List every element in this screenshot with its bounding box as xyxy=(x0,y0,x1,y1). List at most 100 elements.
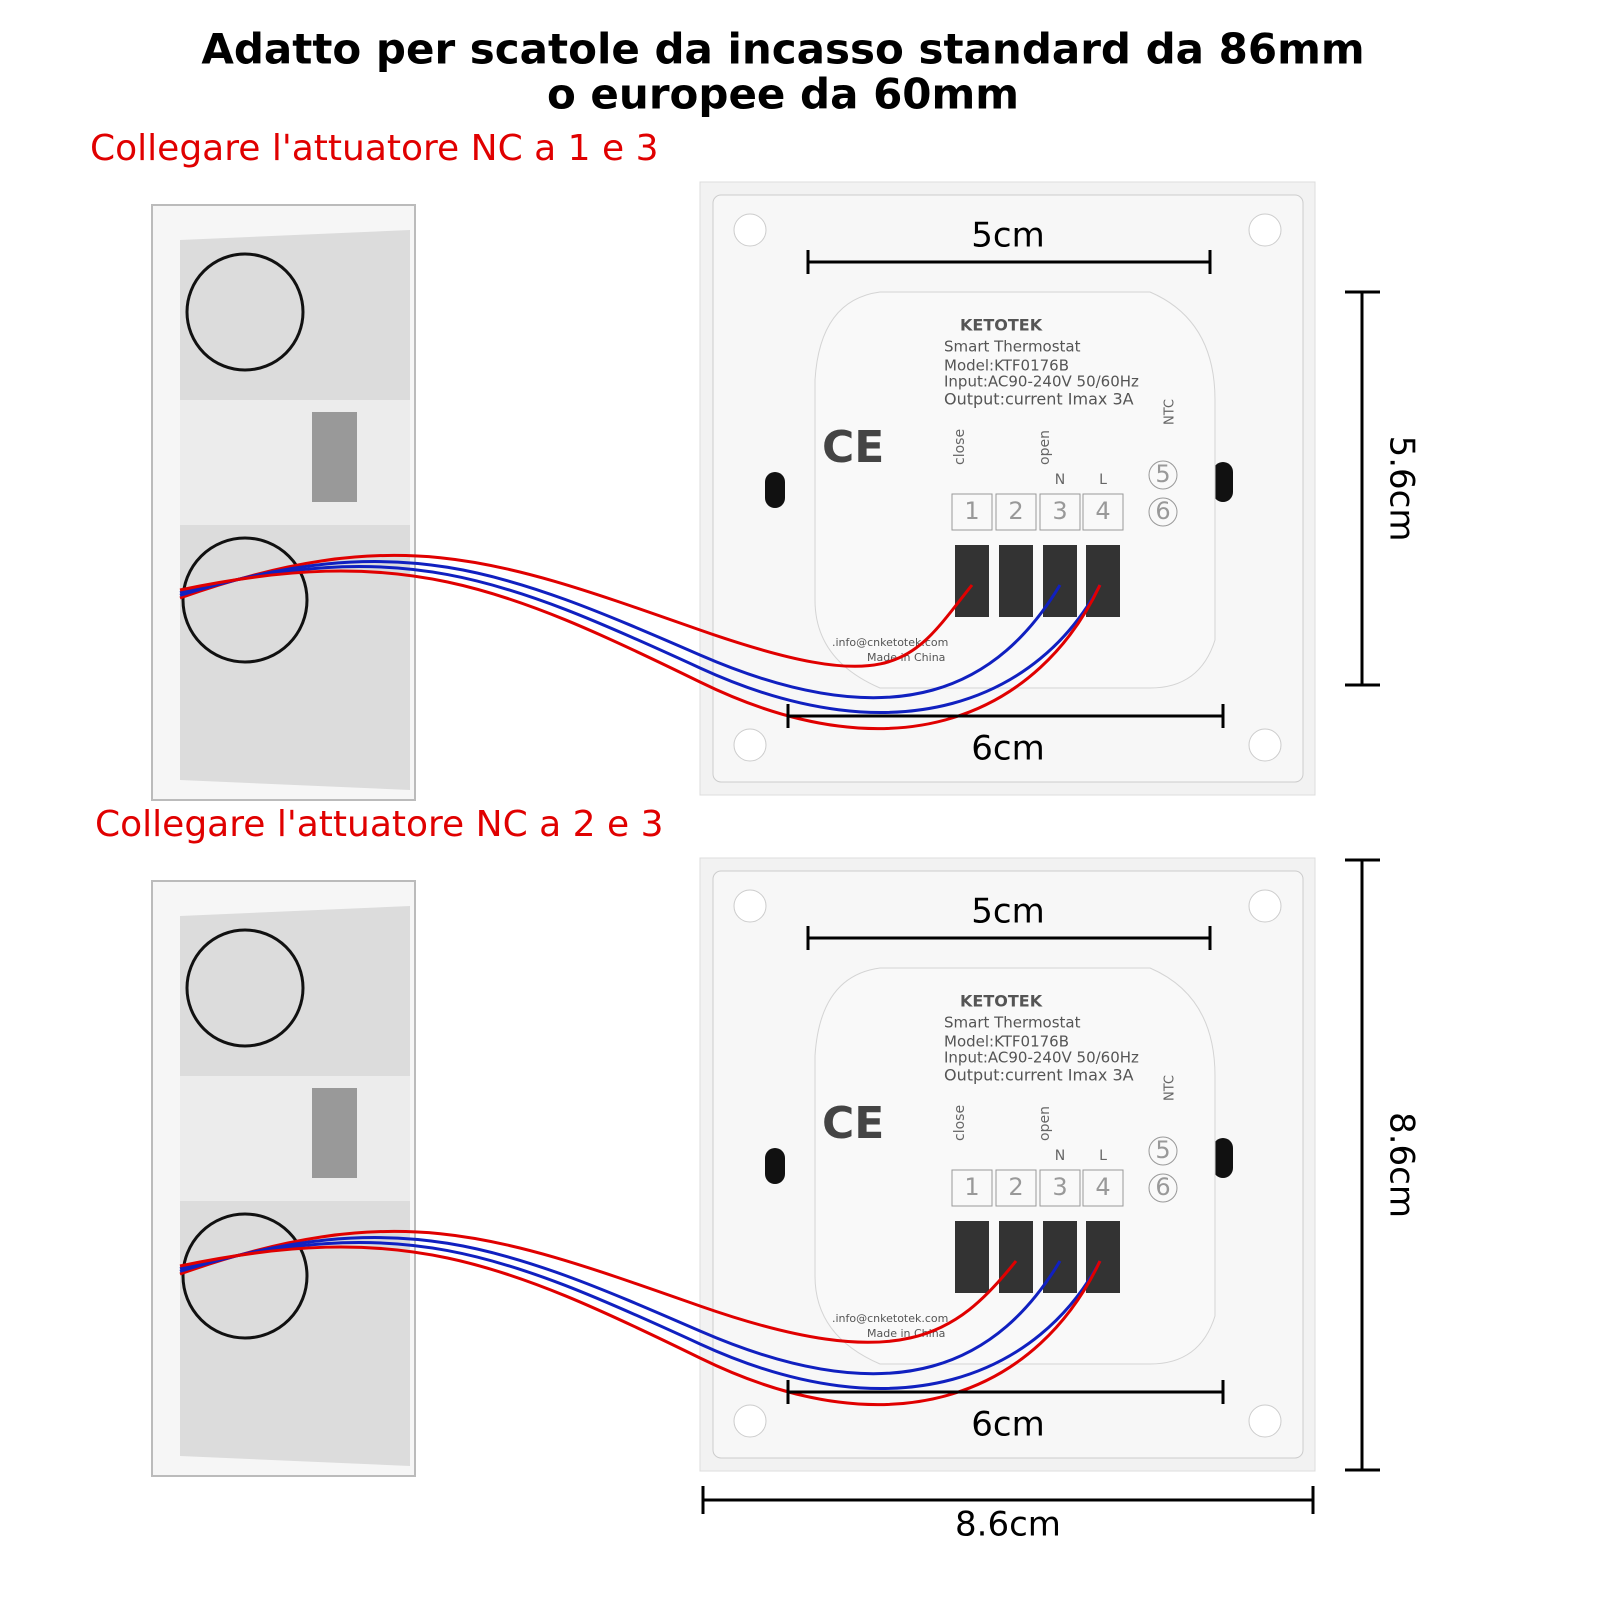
wire xyxy=(179,553,974,668)
terminal-number: 1 xyxy=(964,497,979,525)
dimension-label: 6cm xyxy=(971,1405,1044,1445)
terminal-number: 4 xyxy=(1095,497,1110,525)
caption: Collegare l'attuatore NC a 1 e 3 xyxy=(90,128,659,169)
terminal-label: L xyxy=(1099,1148,1107,1164)
screw-hole xyxy=(1248,1404,1282,1438)
dimension-label: 5cm xyxy=(971,892,1044,932)
terminal-number: 6 xyxy=(1155,1173,1170,1201)
ce-mark: CE xyxy=(822,1098,884,1149)
terminal-box xyxy=(1039,493,1081,531)
terminal-number: 2 xyxy=(1008,497,1023,525)
panel: Collegare l'attuatore NC a 1 e 3 KETOTEK S… xyxy=(90,128,1422,801)
dimension-label: 8.6cm xyxy=(1382,1112,1422,1218)
caption: Collegare l'attuatore NC a 2 e 3 xyxy=(95,804,664,845)
terminal-label: NTC xyxy=(1163,399,1178,425)
brand: KETOTEK xyxy=(960,316,1043,335)
mount-slot xyxy=(765,472,785,508)
terminal-label: open xyxy=(1037,1106,1053,1141)
terminal-circle xyxy=(1148,460,1178,490)
terminal-label: L xyxy=(1099,472,1107,488)
wire xyxy=(179,565,1102,714)
terminal-label: close xyxy=(952,1105,968,1141)
origin: Made in China xyxy=(867,1327,945,1340)
terminal-box xyxy=(995,1169,1037,1207)
dimension-label: 5cm xyxy=(971,216,1044,256)
mount-slot xyxy=(1213,462,1233,502)
terminal-block xyxy=(999,545,1033,617)
terminal-number: 5 xyxy=(1155,1136,1170,1164)
terminal-block xyxy=(955,545,989,617)
terminal-block xyxy=(1043,1221,1077,1293)
terminal-box xyxy=(995,493,1037,531)
terminal-block xyxy=(1086,545,1120,617)
screw-hole xyxy=(733,728,767,762)
dimension-label: 6cm xyxy=(971,729,1044,769)
terminal-block xyxy=(999,1221,1033,1293)
terminal-block xyxy=(1043,545,1077,617)
terminal-number: 3 xyxy=(1052,1173,1067,1201)
mount-slot xyxy=(765,1148,785,1184)
box-clip xyxy=(312,1088,357,1178)
email: .info@cnketotek.com xyxy=(832,636,948,649)
terminal-circle xyxy=(1148,1136,1178,1166)
terminal-label: NTC xyxy=(1163,1075,1178,1101)
screw-hole xyxy=(1248,728,1282,762)
screw-hole xyxy=(733,889,767,923)
terminal-number: 3 xyxy=(1052,497,1067,525)
knockout xyxy=(185,928,305,1048)
terminal-box xyxy=(1039,1169,1081,1207)
panel: Collegare l'attuatore NC a 2 e 3 KETOTEK S… xyxy=(95,804,1422,1545)
terminal-box xyxy=(951,493,993,531)
dimension-label: 8.6cm xyxy=(955,1505,1061,1545)
knockout xyxy=(181,1212,309,1340)
terminal-box xyxy=(951,1169,993,1207)
terminal-number: 4 xyxy=(1095,1173,1110,1201)
terminal-number: 6 xyxy=(1155,497,1170,525)
title-line: o europee da 60mm xyxy=(547,70,1019,119)
wire xyxy=(179,1241,1102,1390)
dimension-label: 5.6cm xyxy=(1382,436,1422,542)
device-label: Smart Thermostat xyxy=(944,1014,1081,1032)
terminal-circle xyxy=(1148,497,1178,527)
device-label: Output:current Imax 3A xyxy=(944,1066,1134,1085)
screw-hole xyxy=(1248,889,1282,923)
wire xyxy=(179,1236,1062,1376)
terminal-box xyxy=(1082,493,1124,531)
terminal-circle xyxy=(1148,1173,1178,1203)
wire xyxy=(179,560,1062,700)
terminal-number: 1 xyxy=(964,1173,979,1201)
device-label: Input:AC90-240V 50/60Hz xyxy=(944,1049,1139,1067)
box-clip xyxy=(312,412,357,502)
knockout xyxy=(185,252,305,372)
mount-slot xyxy=(1213,1138,1233,1178)
terminal-label: N xyxy=(1055,1148,1065,1164)
screw-hole xyxy=(733,213,767,247)
terminal-label: open xyxy=(1037,430,1053,465)
wire xyxy=(179,569,1102,731)
terminal-label: close xyxy=(952,429,968,465)
device-label: Smart Thermostat xyxy=(944,338,1081,356)
ce-mark: CE xyxy=(822,422,884,473)
screw-hole xyxy=(1248,213,1282,247)
title-line: Adatto per scatole da incasso standard d… xyxy=(201,25,1364,74)
terminal-block xyxy=(955,1221,989,1293)
device-label: Input:AC90-240V 50/60Hz xyxy=(944,373,1139,391)
device-label: Output:current Imax 3A xyxy=(944,390,1134,409)
email: .info@cnketotek.com xyxy=(832,1312,948,1325)
device-label: Model:KTF0176B xyxy=(944,1033,1069,1051)
terminal-label: N xyxy=(1055,472,1065,488)
origin: Made in China xyxy=(867,651,945,664)
device-label: Model:KTF0176B xyxy=(944,357,1069,375)
wire xyxy=(179,1245,1102,1407)
knockout xyxy=(181,536,309,664)
terminal-number: 2 xyxy=(1008,1173,1023,1201)
wire xyxy=(179,1229,1018,1344)
brand: KETOTEK xyxy=(960,992,1043,1011)
terminal-box xyxy=(1082,1169,1124,1207)
box-slot xyxy=(180,400,410,525)
terminal-number: 5 xyxy=(1155,460,1170,488)
screw-hole xyxy=(733,1404,767,1438)
terminal-block xyxy=(1086,1221,1120,1293)
box-slot xyxy=(180,1076,410,1201)
